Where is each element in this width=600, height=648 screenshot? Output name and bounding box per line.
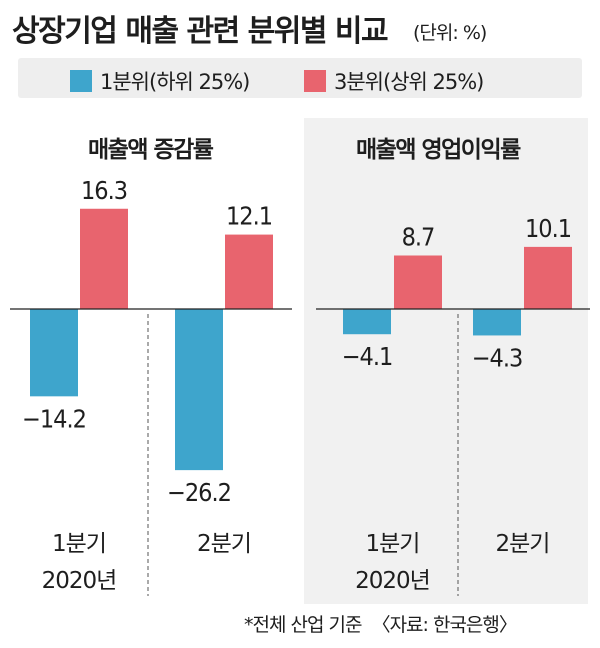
category-label-operating-margin-q1-line2: 2020년 xyxy=(355,568,430,594)
category-label-operating-margin-q2-line1: 2분기 xyxy=(496,531,550,557)
data-label-operating-margin-q2-s1: −4.3 xyxy=(472,343,523,372)
data-label-operating-margin-q2-s2: 10.1 xyxy=(525,214,571,243)
bar-operating-margin-q2-s1 xyxy=(473,309,521,336)
bar-sales-growth-q1-s2 xyxy=(80,208,128,309)
legend-label-q1: 1분위(하위 25%) xyxy=(100,70,250,94)
data-label-sales-growth-q2-s2: 12.1 xyxy=(226,202,272,231)
footer-source: 〈자료: 한국은행〉 xyxy=(371,614,518,636)
data-label-operating-margin-q1-s1: −4.1 xyxy=(342,342,393,371)
bar-operating-margin-q2-s2 xyxy=(524,246,572,309)
unit-label: (단위: %) xyxy=(413,22,487,44)
bar-sales-growth-q1-s1 xyxy=(30,309,78,397)
legend-item-q1: 1분위(하위 25%) xyxy=(70,66,250,94)
category-label-sales-growth-q2-line1: 2분기 xyxy=(197,531,251,557)
bar-operating-margin-q1-s1 xyxy=(343,309,391,335)
data-label-sales-growth-q1-s1: −14.2 xyxy=(22,404,86,433)
panel-title-operating-margin: 매출액 영업이익률 xyxy=(356,137,521,163)
category-label-sales-growth-q1-line2: 2020년 xyxy=(42,568,117,594)
legend-label-q3: 3분위(상위 25%) xyxy=(334,70,484,94)
legend-item-q3: 3분위(상위 25%) xyxy=(304,66,484,94)
legend-swatch-q3 xyxy=(304,70,326,92)
bar-operating-margin-q1-s2 xyxy=(394,255,442,309)
legend: 1분위(하위 25%) 3분위(상위 25%) xyxy=(18,58,582,98)
data-label-sales-growth-q1-s2: 16.3 xyxy=(81,176,127,205)
category-label-operating-margin-q1-line1: 1분기 xyxy=(366,531,420,557)
data-label-operating-margin-q1-s2: 8.7 xyxy=(402,222,435,251)
legend-swatch-q1 xyxy=(70,70,92,92)
footer-note: *전체 산업 기준 xyxy=(244,614,362,636)
right-panel-background xyxy=(304,118,588,604)
footer: *전체 산업 기준 〈자료: 한국은행〉 xyxy=(244,610,518,637)
panel-title-sales-growth: 매출액 증감률 xyxy=(88,137,214,163)
category-label-sales-growth-q1-line1: 1분기 xyxy=(52,531,106,557)
bar-sales-growth-q2-s1 xyxy=(175,309,223,471)
chart-title: 상장기업 매출 관련 분위별 비교 xyxy=(12,14,389,49)
bar-sales-growth-q2-s2 xyxy=(225,234,273,309)
data-label-sales-growth-q2-s1: −26.2 xyxy=(167,478,231,507)
